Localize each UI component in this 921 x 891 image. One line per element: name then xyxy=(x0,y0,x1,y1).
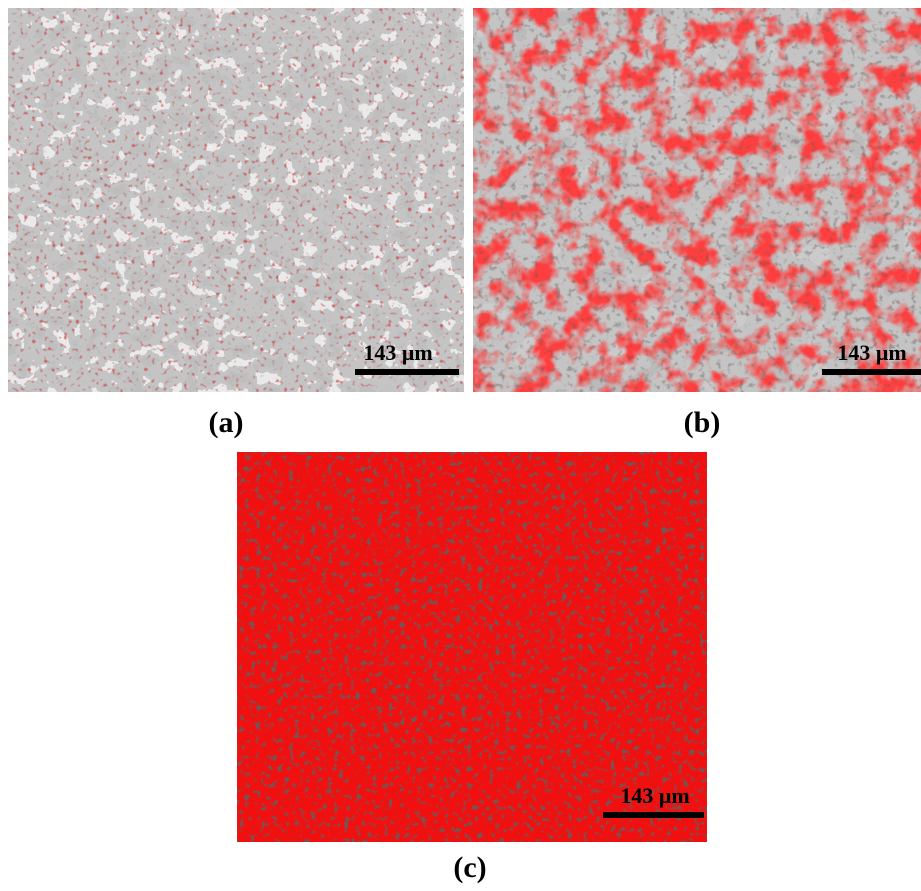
panel-label: (a) xyxy=(209,406,244,439)
micrograph-b xyxy=(473,8,921,392)
scale-label: 143 μm xyxy=(363,340,432,365)
scale-label: 143 μm xyxy=(620,783,689,808)
scale-bar xyxy=(822,369,921,375)
micrograph-a xyxy=(8,8,464,392)
scale-label: 143 μm xyxy=(837,340,906,365)
micrograph-c xyxy=(237,452,707,842)
scale-bar xyxy=(603,812,704,818)
panel-label: (c) xyxy=(453,851,486,884)
panel-label: (b) xyxy=(684,406,721,439)
scale-bar xyxy=(355,369,459,375)
